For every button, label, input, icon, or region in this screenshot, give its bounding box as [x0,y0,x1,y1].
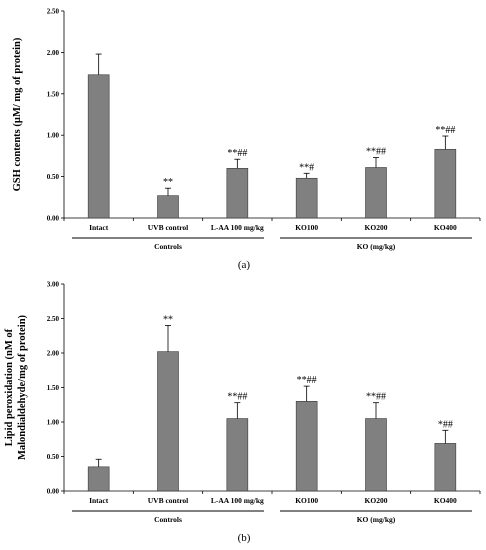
y-tick-label: 1.00 [47,419,60,427]
y-axis-title: GSH contents (µM/ mg of protein) [12,37,23,191]
bar-intact [87,466,110,492]
bar-l-aa-100-mg-kg [226,418,249,492]
bar-ko100 [295,177,318,219]
x-tick-label: L-AA 100 mg/kg [211,496,264,505]
y-tick-label: 1.50 [47,384,60,392]
significance-label: ** [163,177,173,188]
x-tick-label: Intact [89,496,109,505]
y-tick-label: 1.00 [47,132,60,140]
panel-label: (a) [238,259,251,271]
group-label: KO (mg/kg) [357,515,396,524]
x-tick-label: UVB control [148,496,189,505]
significance-label: **## [435,125,455,136]
bar-intact [87,74,110,219]
x-tick-label: KO400 [434,223,457,232]
panel-label: (b) [238,532,251,544]
significance-label: **## [366,392,386,403]
y-axis-title-line1: Lipid peroxidation (nM of [4,328,15,446]
bar-ko400 [434,148,457,219]
bar-ko200 [365,167,387,219]
significance-label: **# [299,162,314,173]
group-label: Controls [154,515,182,524]
x-tick-label: KO200 [365,496,388,505]
significance-label: **## [227,148,247,159]
y-tick-label: 0.00 [47,215,60,223]
y-tick-label: 2.50 [47,8,60,16]
x-tick-label: UVB control [148,223,189,232]
significance-label: ** [163,314,173,325]
y-tick-label: 1.50 [47,90,60,98]
x-tick-label: KO100 [295,223,318,232]
y-tick-label: 2.00 [47,49,60,57]
bar-uvb-control [157,195,179,219]
bar-uvb-control [157,351,179,492]
bar-ko200 [365,418,387,492]
x-tick-label: KO200 [365,223,388,232]
y-tick-label: 2.00 [47,350,60,358]
chart-gsh-contents: 0.00 0.50 1.00 1.50 2.00 2.50 Intact ** UVB cont… [12,8,481,271]
significance-label: **## [227,392,247,403]
y-tick-label: 2.50 [47,315,60,323]
y-tick-label: 0.50 [47,453,60,461]
significance-label: **## [297,375,317,386]
bar-ko100 [295,400,318,492]
y-tick-label: 0.00 [47,488,60,496]
chart-lipid-peroxidation: 0.00 0.50 1.00 1.50 2.00 2.50 3.00 Intact ** UVB … [4,281,481,544]
y-tick-label: 0.50 [47,173,60,181]
group-label: Controls [154,242,182,251]
y-tick-label: 3.00 [47,281,60,289]
bar-ko400 [434,443,457,492]
significance-label: *## [438,419,453,430]
significance-label: **## [366,147,386,158]
x-tick-label: KO100 [295,496,318,505]
x-tick-label: Intact [89,223,109,232]
x-tick-label: L-AA 100 mg/kg [211,223,264,232]
bar-l-aa-100-mg-kg [226,168,249,219]
group-label: KO (mg/kg) [357,242,396,251]
x-tick-label: KO400 [434,496,457,505]
y-axis-title-line2: Malondialdehyde/mg of protein) [17,314,28,460]
